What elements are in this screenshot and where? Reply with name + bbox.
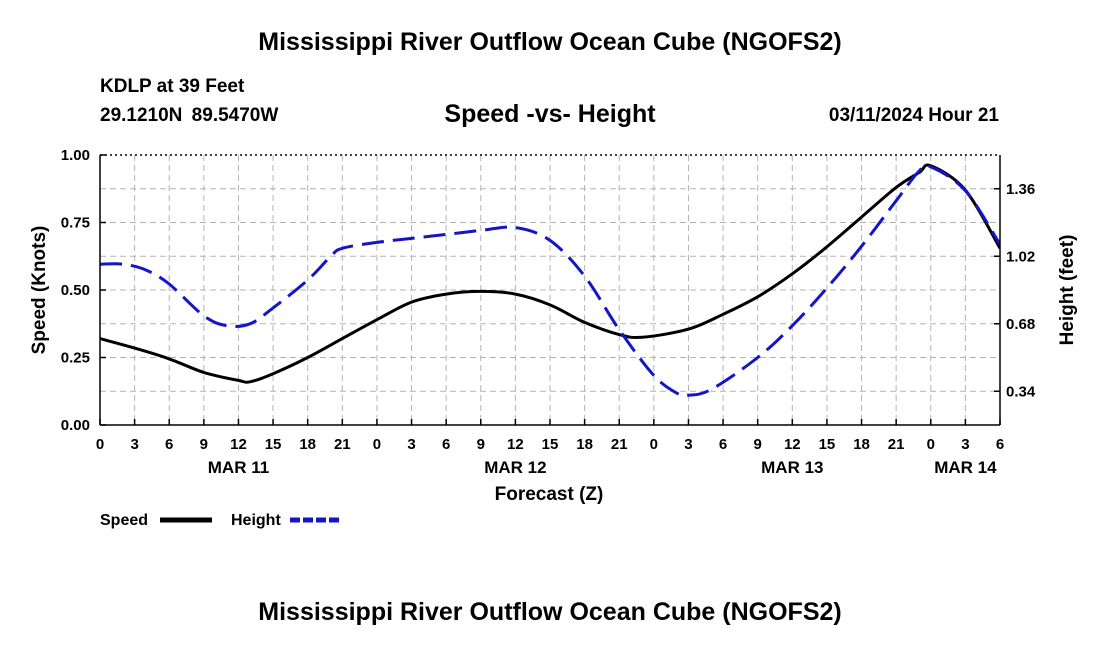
y2-tick-label: 0.68 xyxy=(1006,316,1035,333)
chart-title-repeat: Mississippi River Outflow Ocean Cube (NG… xyxy=(258,598,842,626)
x-tick-label: 9 xyxy=(477,436,485,453)
legend-label-height: Height xyxy=(231,512,281,529)
x-tick-label: 21 xyxy=(611,436,628,453)
x-tick-label: 9 xyxy=(200,436,208,453)
x-tick-label: 18 xyxy=(576,436,593,453)
x-tick-label: 3 xyxy=(684,436,692,453)
x-tick-label: 3 xyxy=(130,436,138,453)
x-tick-label: 6 xyxy=(165,436,173,453)
chart-subtitle: Speed -vs- Height xyxy=(444,100,656,128)
y-tick-label: 0.25 xyxy=(61,350,90,367)
y-axis-title: Speed (Knots) xyxy=(29,226,50,355)
y2-axis-title: Height (feet) xyxy=(1057,235,1078,346)
x-tick-label: 18 xyxy=(299,436,316,453)
y2-tick-label: 0.34 xyxy=(1006,383,1036,400)
x-tick-label: 0 xyxy=(96,436,104,453)
x-tick-label: 15 xyxy=(819,436,836,453)
x-tick-label: 0 xyxy=(650,436,658,453)
x-tick-label: 0 xyxy=(373,436,381,453)
y-tick-label: 1.00 xyxy=(61,147,90,164)
x-tick-label: 21 xyxy=(888,436,905,453)
x-tick-label: 6 xyxy=(719,436,727,453)
x-tick-label: 0 xyxy=(927,436,935,453)
station-coordinates: 29.1210N 89.5470W xyxy=(100,105,279,126)
x-tick-label: 15 xyxy=(542,436,559,453)
x-tick-label: 12 xyxy=(507,436,524,453)
day-label: MAR 11 xyxy=(208,458,269,477)
y-tick-label: 0.00 xyxy=(61,417,90,434)
y2-tick-label: 1.02 xyxy=(1006,248,1035,265)
y-tick-label: 0.75 xyxy=(61,215,90,232)
day-label: MAR 13 xyxy=(761,458,823,477)
x-tick-label: 3 xyxy=(961,436,969,453)
grid-layer xyxy=(100,155,1000,425)
x-tick-label: 9 xyxy=(754,436,762,453)
x-tick-label: 15 xyxy=(265,436,282,453)
series-line-speed xyxy=(100,163,1000,384)
day-label: MAR 12 xyxy=(484,458,546,477)
day-label: MAR 14 xyxy=(934,458,997,477)
forecast-datetime: 03/11/2024 Hour 21 xyxy=(828,105,999,126)
x-tick-label: 18 xyxy=(853,436,870,453)
x-tick-label: 21 xyxy=(334,436,351,453)
axis-layer xyxy=(99,154,1001,426)
station-label: KDLP at 39 Feet xyxy=(100,76,245,97)
label-layer: 0 3 6 9 12 15 18 21 0 3 6 9 12 15 18 21 0 3 6 9 12 15 18 21 0 3 6 M… xyxy=(29,147,1078,529)
legend-label-speed: Speed xyxy=(100,512,148,529)
x-tick-label: 6 xyxy=(996,436,1004,453)
x-tick-label: 6 xyxy=(442,436,450,453)
x-axis-title: Forecast (Z) xyxy=(495,484,604,505)
x-tick-label: 3 xyxy=(407,436,415,453)
chart-title: Mississippi River Outflow Ocean Cube (NG… xyxy=(258,28,842,56)
y2-tick-label: 1.36 xyxy=(1006,181,1035,198)
x-tick-label: 12 xyxy=(230,436,247,453)
x-tick-label: 12 xyxy=(784,436,801,453)
series-layer xyxy=(100,163,1000,398)
series-line-height xyxy=(100,163,1000,398)
y-tick-label: 0.50 xyxy=(61,282,90,299)
